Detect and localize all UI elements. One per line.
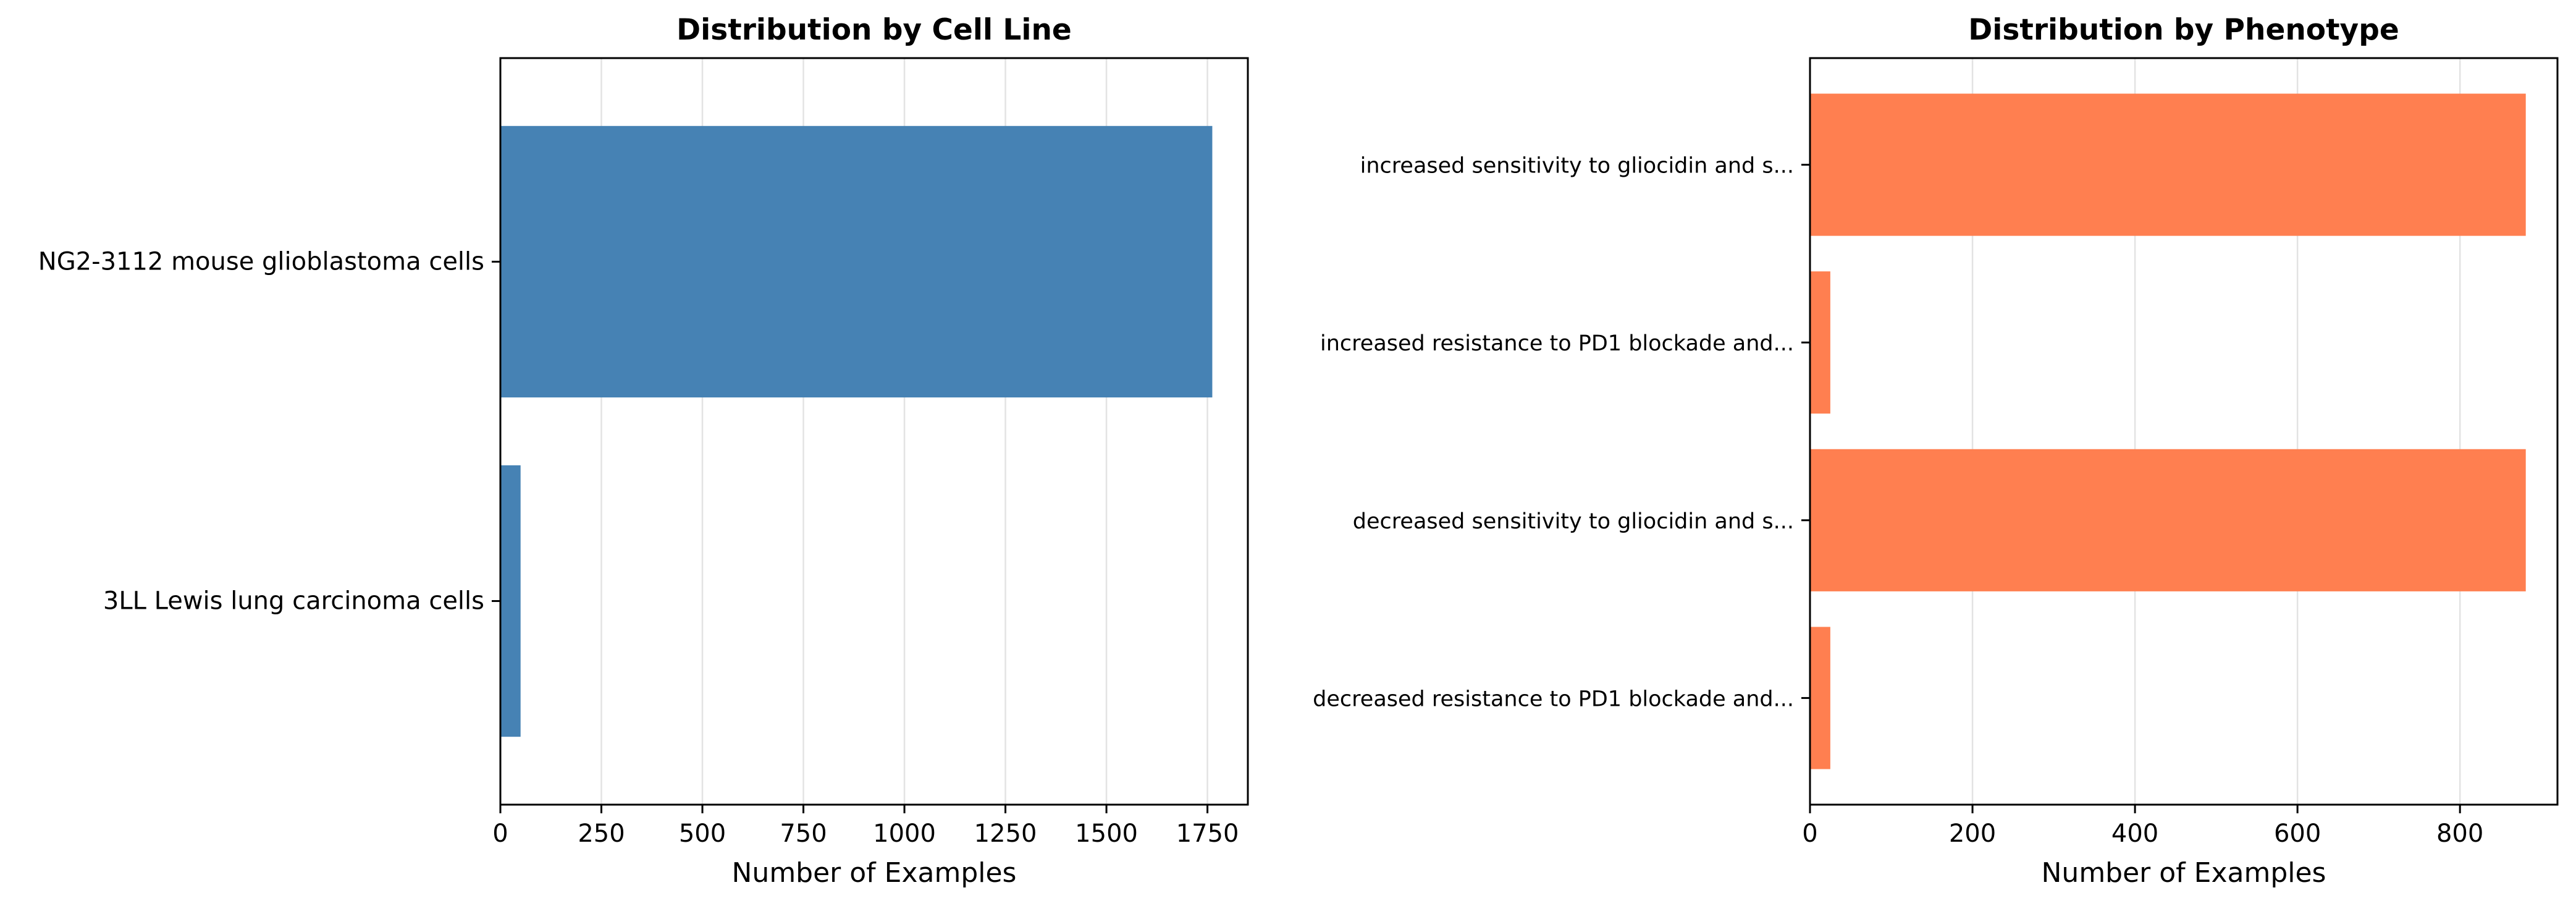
phenotype-x-tick-label: 0 <box>1802 819 1817 848</box>
phenotype-bar <box>1810 627 1830 769</box>
cell-line-x-axis-label: Number of Examples <box>732 857 1017 889</box>
cell-line-x-tick-label: 0 <box>492 819 508 848</box>
phenotype-x-axis-label: Number of Examples <box>2042 857 2326 889</box>
phenotype-bars <box>1810 93 2526 769</box>
cell-line-y-tick-label: NG2-3112 mouse glioblastoma cells <box>38 247 484 276</box>
phenotype-y-tick-label: increased sensitivity to gliocidin and s… <box>1360 154 1794 179</box>
phenotype-x-tick-label: 800 <box>2436 819 2483 848</box>
phenotype-chart-title: Distribution by Phenotype <box>1968 13 2399 47</box>
phenotype-bar <box>1810 449 2526 591</box>
cell-line-bars <box>500 125 1213 737</box>
phenotype-y-tick-label: decreased resistance to PD1 blockade and… <box>1313 687 1794 711</box>
cell-line-x-tick-label: 1250 <box>974 819 1037 848</box>
phenotype-x-tick-label: 200 <box>1949 819 1996 848</box>
cell-line-bar <box>500 125 1213 398</box>
cell-line-x-ticks: 0 250 500 750 1000 1250 1500 1750 <box>492 805 1239 848</box>
phenotype-y-tick-label: increased resistance to PD1 blockade and… <box>1320 331 1794 356</box>
cell-line-bar <box>500 465 521 737</box>
cell-line-x-tick-label: 1500 <box>1075 819 1138 848</box>
cell-line-y-tick-label: 3LL Lewis lung carcinoma cells <box>103 587 484 616</box>
phenotype-bar <box>1810 93 2526 236</box>
cell-line-x-tick-label: 250 <box>578 819 625 848</box>
cell-line-chart: Distribution by Cell Line 0 250 500 750 1000… <box>38 13 1249 889</box>
cell-line-y-ticks: NG2-3112 mouse glioblastoma cells 3LL Lew… <box>38 247 500 616</box>
phenotype-y-ticks: increased sensitivity to gliocidin and s… <box>1313 154 1810 711</box>
phenotype-bar <box>1810 271 1830 414</box>
phenotype-x-tick-label: 400 <box>2111 819 2158 848</box>
cell-line-chart-title: Distribution by Cell Line <box>676 13 1072 47</box>
phenotype-y-tick-label: decreased sensitivity to gliocidin and s… <box>1353 509 1794 534</box>
phenotype-x-tick-label: 600 <box>2274 819 2321 848</box>
cell-line-x-tick-label: 750 <box>780 819 827 848</box>
cell-line-x-tick-label: 500 <box>679 819 726 848</box>
phenotype-x-ticks: 0 200 400 600 800 <box>1802 805 2483 848</box>
cell-line-plot-frame <box>499 57 1249 806</box>
cell-line-x-tick-label: 1750 <box>1176 819 1239 848</box>
phenotype-plot-frame <box>1809 57 2559 806</box>
phenotype-chart: Distribution by Phenotype 0 200 400 600 800 … <box>1313 13 2559 889</box>
cell-line-x-tick-label: 1000 <box>873 819 936 848</box>
